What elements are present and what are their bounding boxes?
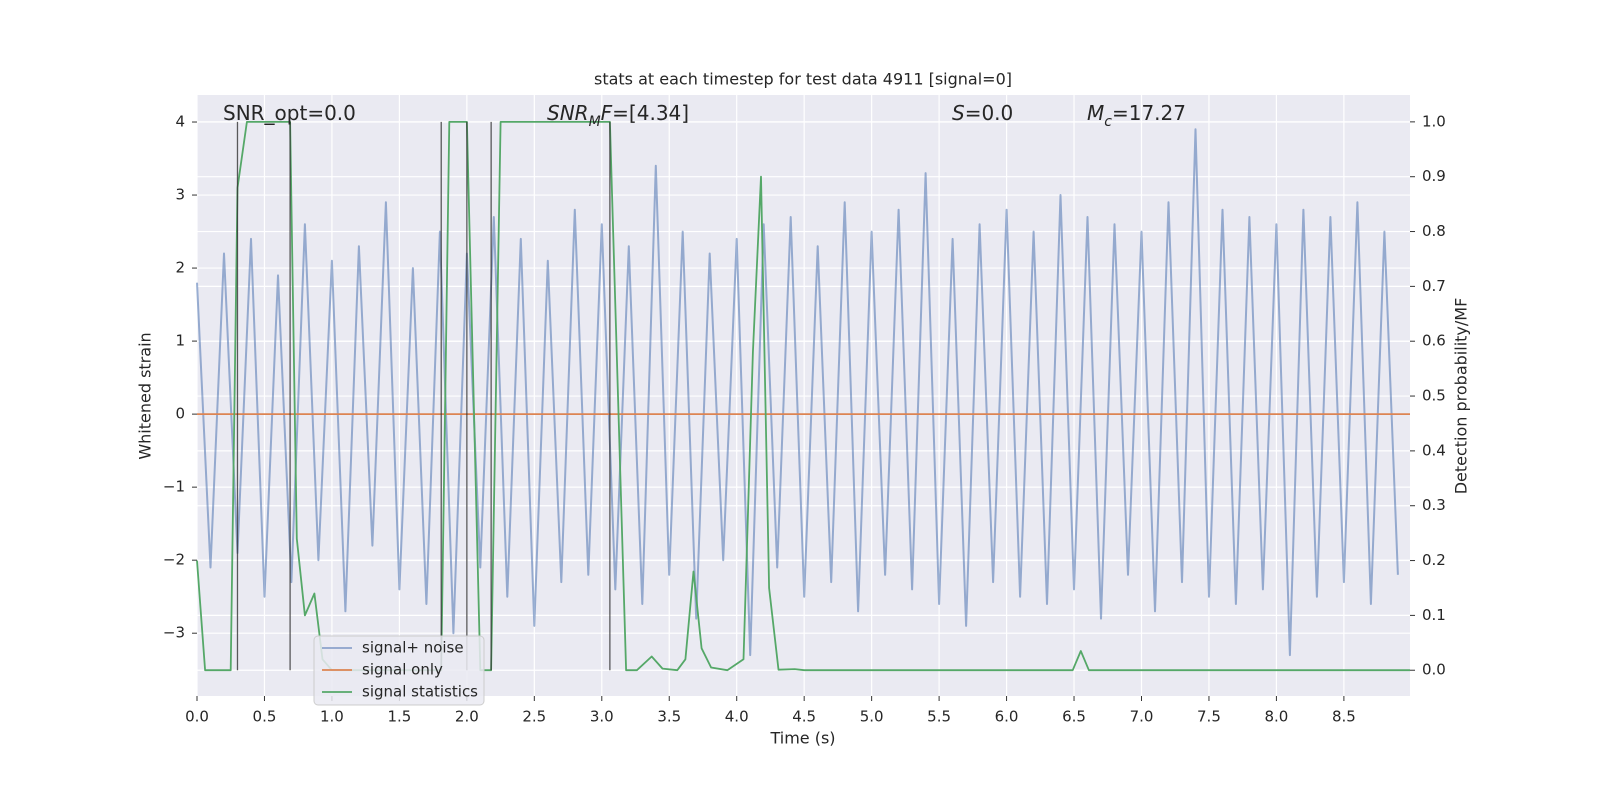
y-tick-label: 4 [175, 113, 185, 131]
x-tick-label: 3.0 [590, 708, 614, 726]
y2-tick-label: 0.9 [1422, 167, 1446, 185]
x-tick-label: 4.0 [725, 708, 749, 726]
x-tick-label: 7.5 [1197, 708, 1221, 726]
y2-tick-label: 0.0 [1422, 661, 1446, 679]
chart-title: stats at each timestep for test data 491… [594, 70, 1012, 89]
x-tick-label: 2.5 [522, 708, 546, 726]
annotation-part: S [952, 101, 965, 125]
y-tick-label: 3 [175, 186, 185, 204]
y2-tick-label: 0.1 [1422, 606, 1446, 624]
y-axis-label: Whitened strain [136, 332, 155, 459]
x-tick-label: 7.0 [1130, 708, 1154, 726]
annotation-part: F [601, 101, 613, 125]
x-tick-label: 3.5 [657, 708, 681, 726]
annotation: SNRMF=[4.34] [547, 101, 689, 131]
y-tick-label: −2 [163, 551, 185, 569]
y2-tick-label: 0.6 [1422, 332, 1446, 350]
annotation: Mc=17.27 [1087, 101, 1186, 131]
y-tick-label: −1 [163, 478, 185, 496]
y2-tick-label: 0.2 [1422, 551, 1446, 569]
legend: signal+ noise signal only signal statistic… [313, 635, 485, 706]
annotation-part: =[4.34] [612, 101, 689, 125]
x-tick-label: 5.0 [860, 708, 884, 726]
annotation-part: M [589, 114, 601, 130]
annotation-part: =0.0 [965, 101, 1014, 125]
annotation-part: SNR_opt=0.0 [223, 101, 356, 125]
y-tick-label: 1 [175, 332, 185, 350]
annotation-part: =17.27 [1112, 101, 1186, 125]
x-tick-label: 0.5 [253, 708, 277, 726]
x-tick-label: 8.5 [1332, 708, 1356, 726]
x-tick-label: 5.5 [927, 708, 951, 726]
x-tick-label: 0.0 [185, 708, 209, 726]
x-axis-label: Time (s) [769, 729, 835, 748]
x-tick-label: 6.5 [1062, 708, 1086, 726]
y-tick-label: −3 [163, 624, 185, 642]
annotation: S=0.0 [952, 101, 1013, 125]
legend-label: signal only [362, 661, 443, 679]
legend-box [313, 635, 485, 706]
x-tick-label: 1.0 [320, 708, 344, 726]
y2-tick-label: 0.4 [1422, 441, 1446, 459]
y2-tick-label: 0.5 [1422, 387, 1446, 405]
x-tick-label: 4.5 [792, 708, 816, 726]
annotation: SNR_opt=0.0 [223, 101, 356, 125]
series-line [196, 121, 1410, 672]
x-tick-label: 8.0 [1264, 708, 1288, 726]
y2-tick-label: 1.0 [1422, 112, 1446, 130]
x-tick-label: 1.5 [387, 708, 411, 726]
y2-tick-label: 0.3 [1422, 496, 1446, 514]
x-tick-label: 2.0 [455, 708, 479, 726]
y2-tick-label: 0.7 [1422, 277, 1446, 295]
y2-axis-label: Detection probability/MF [1452, 298, 1471, 495]
legend-label: signal statistics [362, 683, 478, 701]
y2-tick-label: 0.8 [1422, 222, 1446, 240]
annotation-part: SNR [547, 101, 589, 125]
y-tick-label: 0 [175, 405, 185, 423]
annotation-part: c [1104, 114, 1112, 130]
y-tick-label: 2 [175, 259, 185, 277]
legend-label: signal+ noise [362, 639, 464, 657]
x-tick-label: 6.0 [995, 708, 1019, 726]
series-line [196, 128, 1399, 657]
annotation-part: M [1087, 101, 1104, 125]
